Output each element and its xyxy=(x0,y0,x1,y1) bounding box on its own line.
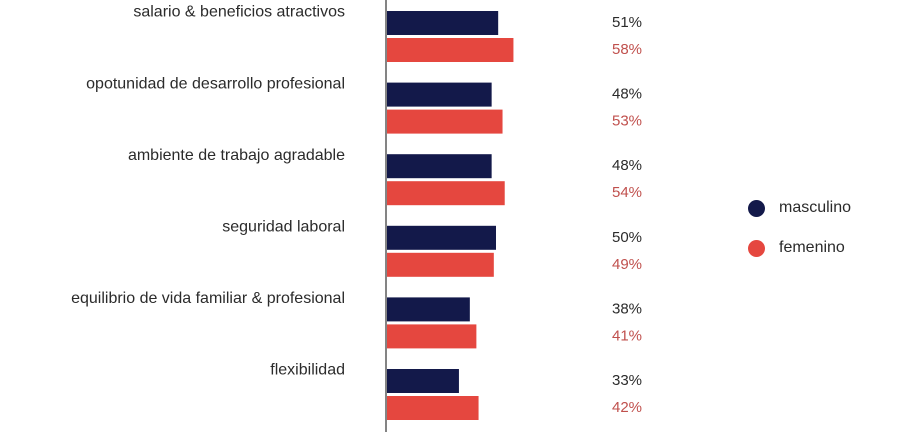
value-label-masculino: 38% xyxy=(612,300,642,317)
bar-femenino xyxy=(387,109,503,134)
category-labels: salario & beneficios atractivos opotunida… xyxy=(71,4,345,379)
legend-swatch-femenino xyxy=(748,239,765,257)
category-label: ambiente de trabajo agradable xyxy=(128,147,345,164)
value-label-masculino: 50% xyxy=(612,229,642,246)
value-label-femenino: 41% xyxy=(612,327,642,344)
category-label: equilibrio de vida familiar & profesiona… xyxy=(71,290,345,307)
value-label-femenino: 58% xyxy=(612,41,642,58)
legend-swatch-masculino xyxy=(748,199,765,217)
bar-femenino xyxy=(387,252,494,277)
bar-masculino xyxy=(387,154,492,179)
bar-femenino xyxy=(387,396,479,420)
value-label-femenino: 54% xyxy=(612,184,642,201)
value-label-masculino: 48% xyxy=(612,157,642,174)
bar-femenino xyxy=(387,324,477,349)
bar-masculino xyxy=(387,297,470,322)
legend-label-femenino: femenino xyxy=(779,239,845,256)
category-label: opotunidad de desarrollo profesional xyxy=(86,75,345,92)
category-label: seguridad laboral xyxy=(222,219,345,236)
category-label: salario & beneficios atractivos xyxy=(133,4,345,21)
legend-label-masculino: masculino xyxy=(779,199,852,216)
value-label-masculino: 51% xyxy=(612,14,642,31)
value-label-femenino: 49% xyxy=(612,256,642,273)
bar-femenino xyxy=(387,38,514,62)
value-label-femenino: 53% xyxy=(612,113,642,130)
bar-femenino xyxy=(387,181,505,206)
value-label-masculino: 33% xyxy=(612,372,642,389)
value-label-masculino: 48% xyxy=(612,86,642,103)
bar-masculino xyxy=(387,369,459,393)
value-labels: 51% 58% 48% 53% 48% 54% 50% 49% 38% 41% 33% 42% xyxy=(612,14,642,416)
legend: masculino femenino xyxy=(748,196,851,276)
legend-item-femenino: femenino xyxy=(748,236,851,260)
bar-masculino xyxy=(387,225,496,250)
bars xyxy=(387,11,514,420)
category-label: flexibilidad xyxy=(270,362,345,379)
legend-item-masculino: masculino xyxy=(748,196,851,220)
value-label-femenino: 42% xyxy=(612,399,642,416)
bar-masculino xyxy=(387,11,499,35)
bar-masculino xyxy=(387,82,492,107)
